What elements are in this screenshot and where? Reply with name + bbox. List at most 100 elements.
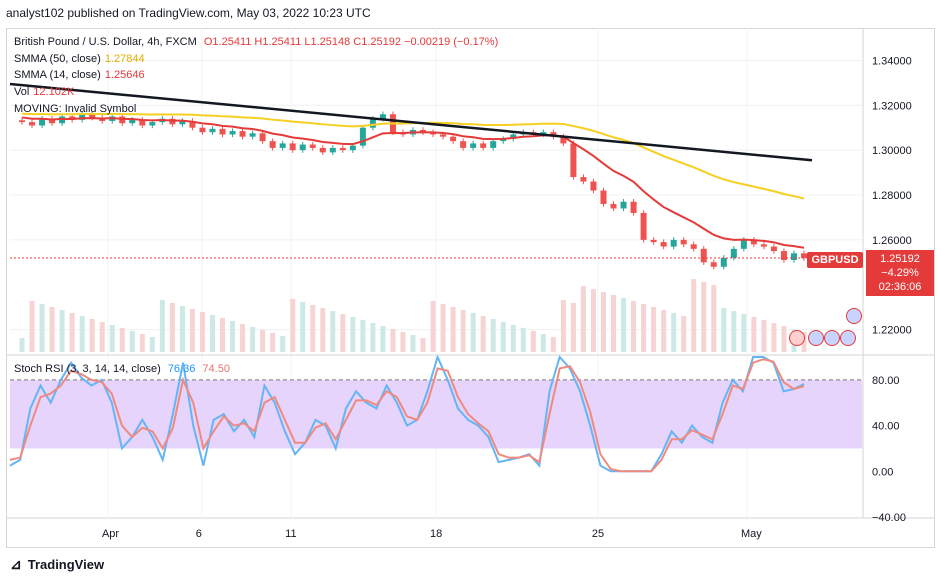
candle-body xyxy=(299,144,306,151)
smma50-line xyxy=(21,112,805,200)
candle-body xyxy=(801,253,807,259)
stoch-d-line xyxy=(9,358,805,473)
candle-body xyxy=(680,239,687,245)
publish-line: analyst102 published on TradingView.com,… xyxy=(6,6,371,20)
time-tick-label: Apr xyxy=(102,528,119,540)
volume-bar xyxy=(621,298,627,352)
time-tick-label: 25 xyxy=(592,528,604,540)
candle-body xyxy=(179,120,186,125)
candle-body xyxy=(450,136,457,142)
volume-bar xyxy=(199,312,205,352)
volume-bar xyxy=(270,333,276,352)
volume-bar xyxy=(310,305,316,352)
candle-body xyxy=(29,122,36,126)
smma14-legend: SMMA (14, close) 1.25646 xyxy=(14,69,145,81)
volume-bar xyxy=(540,334,546,352)
candle-body xyxy=(740,239,747,249)
candle-body xyxy=(329,147,336,153)
time-tick-label: 6 xyxy=(196,528,202,540)
stoch-k-line xyxy=(9,354,805,473)
candle-body xyxy=(259,133,266,142)
volume-bar xyxy=(169,303,175,352)
volume-bar xyxy=(39,304,45,352)
volume-bar xyxy=(470,313,476,352)
time-tick-label: May xyxy=(741,528,762,540)
volume-bar xyxy=(280,336,286,352)
price-tick-label: 1.30000 xyxy=(872,145,912,157)
stoch-tick-label: 0.00 xyxy=(872,466,893,478)
candle-body xyxy=(49,118,56,124)
candle-body xyxy=(760,244,767,247)
candle-body xyxy=(279,143,286,148)
stoch-band xyxy=(10,379,862,449)
volume-bar xyxy=(19,338,25,352)
uk-flag-icon[interactable] xyxy=(840,330,856,346)
volume-bar xyxy=(460,310,466,352)
volume-bar xyxy=(320,308,326,352)
volume-bar xyxy=(89,319,95,352)
moving-legend: MOVING: Invalid Symbol xyxy=(14,103,137,115)
candle-body xyxy=(720,257,727,267)
candle-body xyxy=(600,190,607,204)
candle-body xyxy=(780,251,787,261)
volume-bar xyxy=(651,307,657,352)
volume-bar xyxy=(300,302,306,352)
time-tick-label: 18 xyxy=(430,528,442,540)
price-value: 1.25192 xyxy=(880,253,920,265)
volume-bar xyxy=(119,328,125,352)
candle-body xyxy=(710,262,717,267)
volume-bars xyxy=(19,279,807,352)
candle-body xyxy=(440,134,447,137)
candle-body xyxy=(139,119,146,126)
candle-body xyxy=(540,132,547,135)
uk-flag-icon[interactable] xyxy=(808,330,824,346)
volume-bar xyxy=(530,331,536,352)
volume-bar xyxy=(490,319,496,352)
uk-flag-icon[interactable] xyxy=(824,330,840,346)
volume-bar xyxy=(771,323,777,352)
candle-body xyxy=(700,248,707,263)
tradingview-logo-icon: ⊿ xyxy=(10,556,22,572)
volume-bar xyxy=(500,322,506,352)
candle-body xyxy=(79,114,86,120)
volume-bar xyxy=(49,307,55,352)
volume-bar xyxy=(139,334,145,352)
volume-bar xyxy=(240,324,246,352)
stoch-tick-label: 80.00 xyxy=(872,375,900,387)
volume-bar xyxy=(79,316,85,352)
uk-flag-icon[interactable] xyxy=(846,308,862,324)
volume-bar xyxy=(550,337,556,352)
volume-bar xyxy=(560,300,566,352)
volume-bar xyxy=(69,313,75,352)
volume-bar xyxy=(189,309,195,352)
volume-bar xyxy=(741,314,747,352)
footer-brand[interactable]: ⊿ TradingView xyxy=(10,556,105,572)
volume-bar xyxy=(380,326,386,352)
volume-bar xyxy=(260,330,266,352)
candle-body xyxy=(640,212,647,240)
candle-body xyxy=(570,143,577,178)
volume-bar xyxy=(209,315,215,352)
candle-body xyxy=(319,147,326,153)
candle-body xyxy=(590,181,597,191)
volume-bar xyxy=(99,322,105,352)
candle-body xyxy=(580,177,587,182)
time-tick-label: 11 xyxy=(285,528,296,540)
volume-bar xyxy=(631,301,637,352)
candle-body xyxy=(690,244,697,249)
stoch-tick-label: 40.00 xyxy=(872,421,900,433)
volume-bar xyxy=(29,301,35,352)
volume-bar xyxy=(590,289,596,352)
volume-bar xyxy=(220,318,226,352)
chart-frame[interactable] xyxy=(6,28,935,548)
smma14-line xyxy=(21,116,805,249)
candle-body xyxy=(620,201,627,209)
candle-body xyxy=(19,120,25,123)
volume-bar xyxy=(250,327,256,352)
stoch-tick-label: −40.00 xyxy=(872,512,906,524)
volume-bar xyxy=(570,303,576,352)
volume-bar xyxy=(430,301,436,352)
stoch-legend: Stoch RSI (3, 3, 14, 14, close) 76.36 74… xyxy=(14,363,230,375)
us-flag-icon[interactable] xyxy=(789,330,805,346)
